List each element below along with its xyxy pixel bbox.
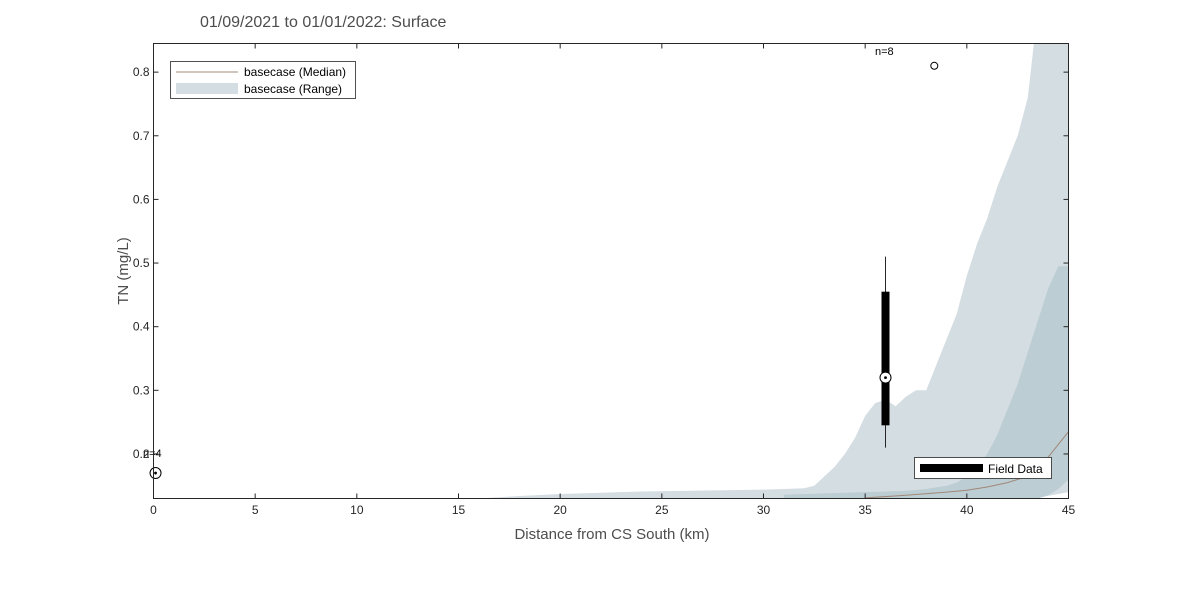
x-tick-label-30: 30 (757, 503, 771, 517)
field-median-dot-1 (884, 376, 887, 379)
legend-range-label: basecase (Range) (244, 82, 342, 96)
y-tick-label-0.3: 0.3 (133, 383, 150, 397)
plot-area: n=4 n=8 (143, 43, 1069, 499)
y-axis-title: TN (mg/L) (115, 237, 132, 305)
field-median-dot-0 (154, 471, 157, 475)
field-count-label-0: n=4 (143, 448, 162, 460)
y-tick-label-0.7: 0.7 (133, 129, 150, 143)
x-tick-label-0: 0 (150, 503, 157, 517)
field-iqr-box-1 (881, 291, 890, 426)
x-tick-label-45: 45 (1062, 503, 1076, 517)
range-band-inner (783, 266, 1069, 499)
legend-range-swatch (176, 83, 238, 94)
x-tick-label-25: 25 (655, 503, 669, 517)
y-tick-label-0.4: 0.4 (133, 320, 150, 334)
y-tick-label-0.6: 0.6 (133, 192, 150, 206)
x-tick-label-35: 35 (858, 503, 872, 517)
field-data-legend: Field Data (914, 457, 1052, 479)
x-tick-label-15: 15 (452, 503, 466, 517)
chart-title: 01/09/2021 to 01/01/2022: Surface (200, 14, 447, 31)
field-outlier-1 (930, 61, 939, 70)
x-tick-label-5: 5 (252, 503, 259, 517)
x-tick-label-20: 20 (553, 503, 567, 517)
plot-series (478, 43, 1069, 499)
plot-frame (153, 43, 1069, 499)
median-line (865, 431, 1069, 499)
x-tick-label-40: 40 (960, 503, 974, 517)
y-tick-label-0.2: 0.2 (133, 447, 150, 461)
y-tick-label-0.5: 0.5 (133, 256, 150, 270)
axis-ticks: 0 5 10 15 20 25 30 35 40 45 0.2 0.3 0.4 0.5 0.6 0.7 0.8 (133, 43, 1076, 517)
field-data: n=4 n=8 (143, 46, 939, 480)
x-axis-title: Distance from CS South (km) (514, 526, 709, 543)
y-tick-label-0.8: 0.8 (133, 65, 150, 79)
legend: basecase (Median) basecase (Range) (170, 61, 356, 99)
legend-median-label: basecase (Median) (244, 65, 346, 79)
field-count-label-1: n=8 (875, 46, 894, 58)
range-band-outer (478, 43, 1069, 499)
field-legend-swatch (920, 464, 983, 472)
x-tick-label-10: 10 (350, 503, 364, 517)
field-legend-label: Field Data (988, 462, 1043, 476)
